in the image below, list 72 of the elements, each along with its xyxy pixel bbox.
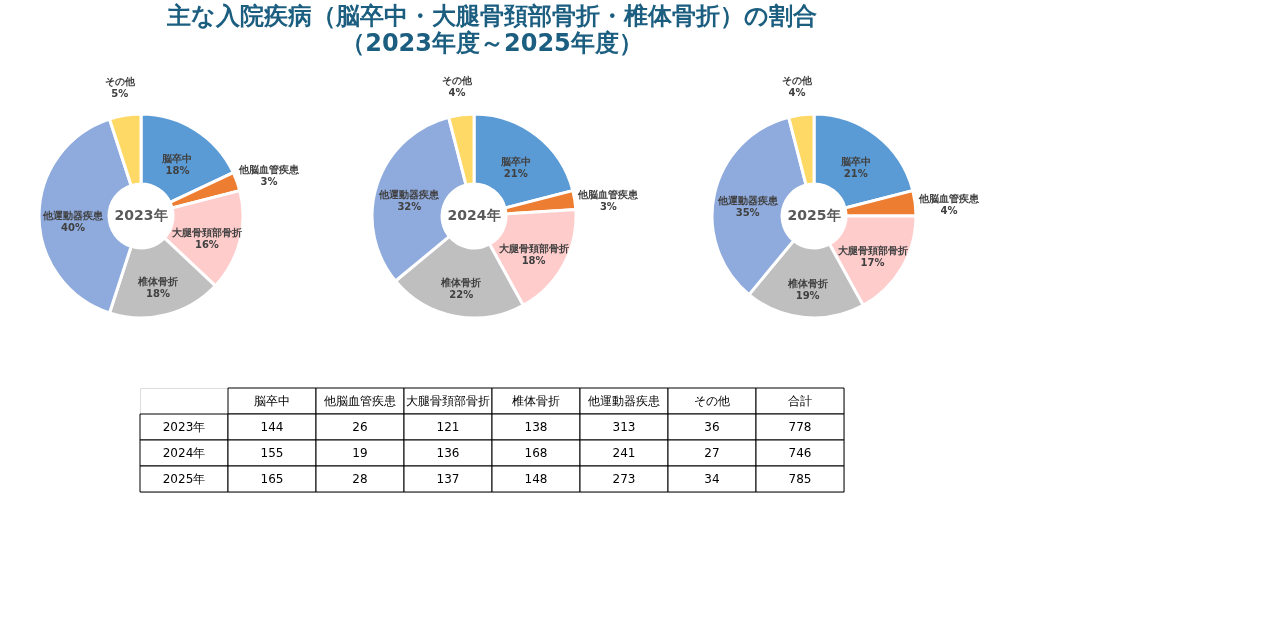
slice-label: 脳卒中 [839, 156, 871, 168]
data-label: 313 [612, 420, 636, 434]
slice-label: 大腿骨頚部骨折 [170, 226, 242, 238]
data-label: 155 [260, 446, 284, 460]
data-label: 144 [260, 420, 284, 434]
data-label: 121 [436, 420, 460, 434]
data-label: 16% [194, 238, 219, 250]
slice-label: 他運動器疾患 [716, 195, 779, 207]
data-label: 19 [352, 446, 368, 460]
x-tick-label: その他 [694, 394, 730, 408]
slice-label: 大腿骨頚部骨折 [836, 244, 908, 256]
slice-label: その他 [104, 75, 136, 87]
x-tick-label: 他運動器疾患 [588, 394, 660, 408]
text: （2023年度～2025年度） [341, 29, 643, 58]
data-label: 785 [788, 472, 812, 486]
data-label: 18% [165, 164, 190, 176]
y-tick-label: 2024年 [162, 446, 206, 460]
x-tick-label: 椎体骨折 [512, 394, 560, 408]
data-label: 34 [704, 472, 720, 486]
text: 2023年 [114, 207, 168, 223]
data-label: 27 [704, 446, 720, 460]
data-label: 165 [260, 472, 284, 486]
data-label: 28 [352, 472, 368, 486]
slice-label: 他脳血管疾患 [917, 192, 980, 204]
data-label: 18% [145, 287, 170, 299]
y-tick-label: 2025年 [162, 472, 206, 486]
data-label: 746 [788, 446, 812, 460]
data-label: 778 [788, 420, 812, 434]
data-label: 4% [448, 87, 466, 99]
text: 2024年 [447, 207, 501, 223]
slice-label: 他脳血管疾患 [238, 163, 300, 175]
data-label: 35% [735, 207, 760, 219]
slice-label: 椎体骨折 [786, 277, 828, 289]
x-tick-label: 脳卒中 [254, 394, 290, 408]
data-label: 36 [704, 420, 720, 434]
slice-label: その他 [441, 75, 473, 87]
data-label: 21% [503, 168, 528, 180]
data-label: 241 [612, 446, 636, 460]
data-label: 148 [524, 472, 548, 486]
text: 主な入院疾病（脳卒中・大腿骨頚部骨折・椎体骨折）の割合 [166, 2, 817, 31]
data-label: 138 [524, 420, 548, 434]
data-label: 21% [843, 168, 868, 180]
slice-label: 椎体骨折 [136, 275, 178, 287]
data-label: 4% [788, 87, 806, 99]
data-label: 137 [436, 472, 460, 486]
slice-label: 脳卒中 [161, 152, 193, 164]
data-label: 40% [61, 222, 85, 233]
data-label: 32% [397, 200, 422, 212]
data-label: 17% [860, 256, 885, 268]
x-tick-label: 大腿骨頚部骨折 [406, 394, 490, 408]
data-label: 4% [940, 204, 958, 216]
slice-label: 他脳血管疾患 [577, 188, 640, 200]
slice-label: 椎体骨折 [440, 276, 482, 288]
data-label: 273 [612, 472, 636, 486]
x-tick-label: 合計 [788, 394, 812, 408]
data-label: 136 [436, 446, 460, 460]
data-label: 18% [521, 254, 546, 266]
x-tick-label: 他脳血管疾患 [324, 394, 396, 408]
data-label: 3% [599, 200, 617, 212]
data-label: 22% [449, 288, 474, 300]
slice-label: 他運動器疾患 [42, 210, 105, 221]
data-label: 26 [352, 420, 368, 434]
y-tick-label: 2023年 [162, 420, 206, 434]
slice-label: 大腿骨頚部骨折 [497, 242, 569, 254]
text: 2025年 [787, 207, 841, 223]
data-label: 5% [111, 87, 129, 99]
slice-label: 脳卒中 [499, 156, 531, 168]
data-label: 3% [260, 175, 278, 187]
slice-label: 他運動器疾患 [378, 188, 441, 200]
slice-label: その他 [781, 75, 813, 87]
data-label: 19% [795, 289, 820, 301]
data-label: 168 [524, 446, 548, 460]
